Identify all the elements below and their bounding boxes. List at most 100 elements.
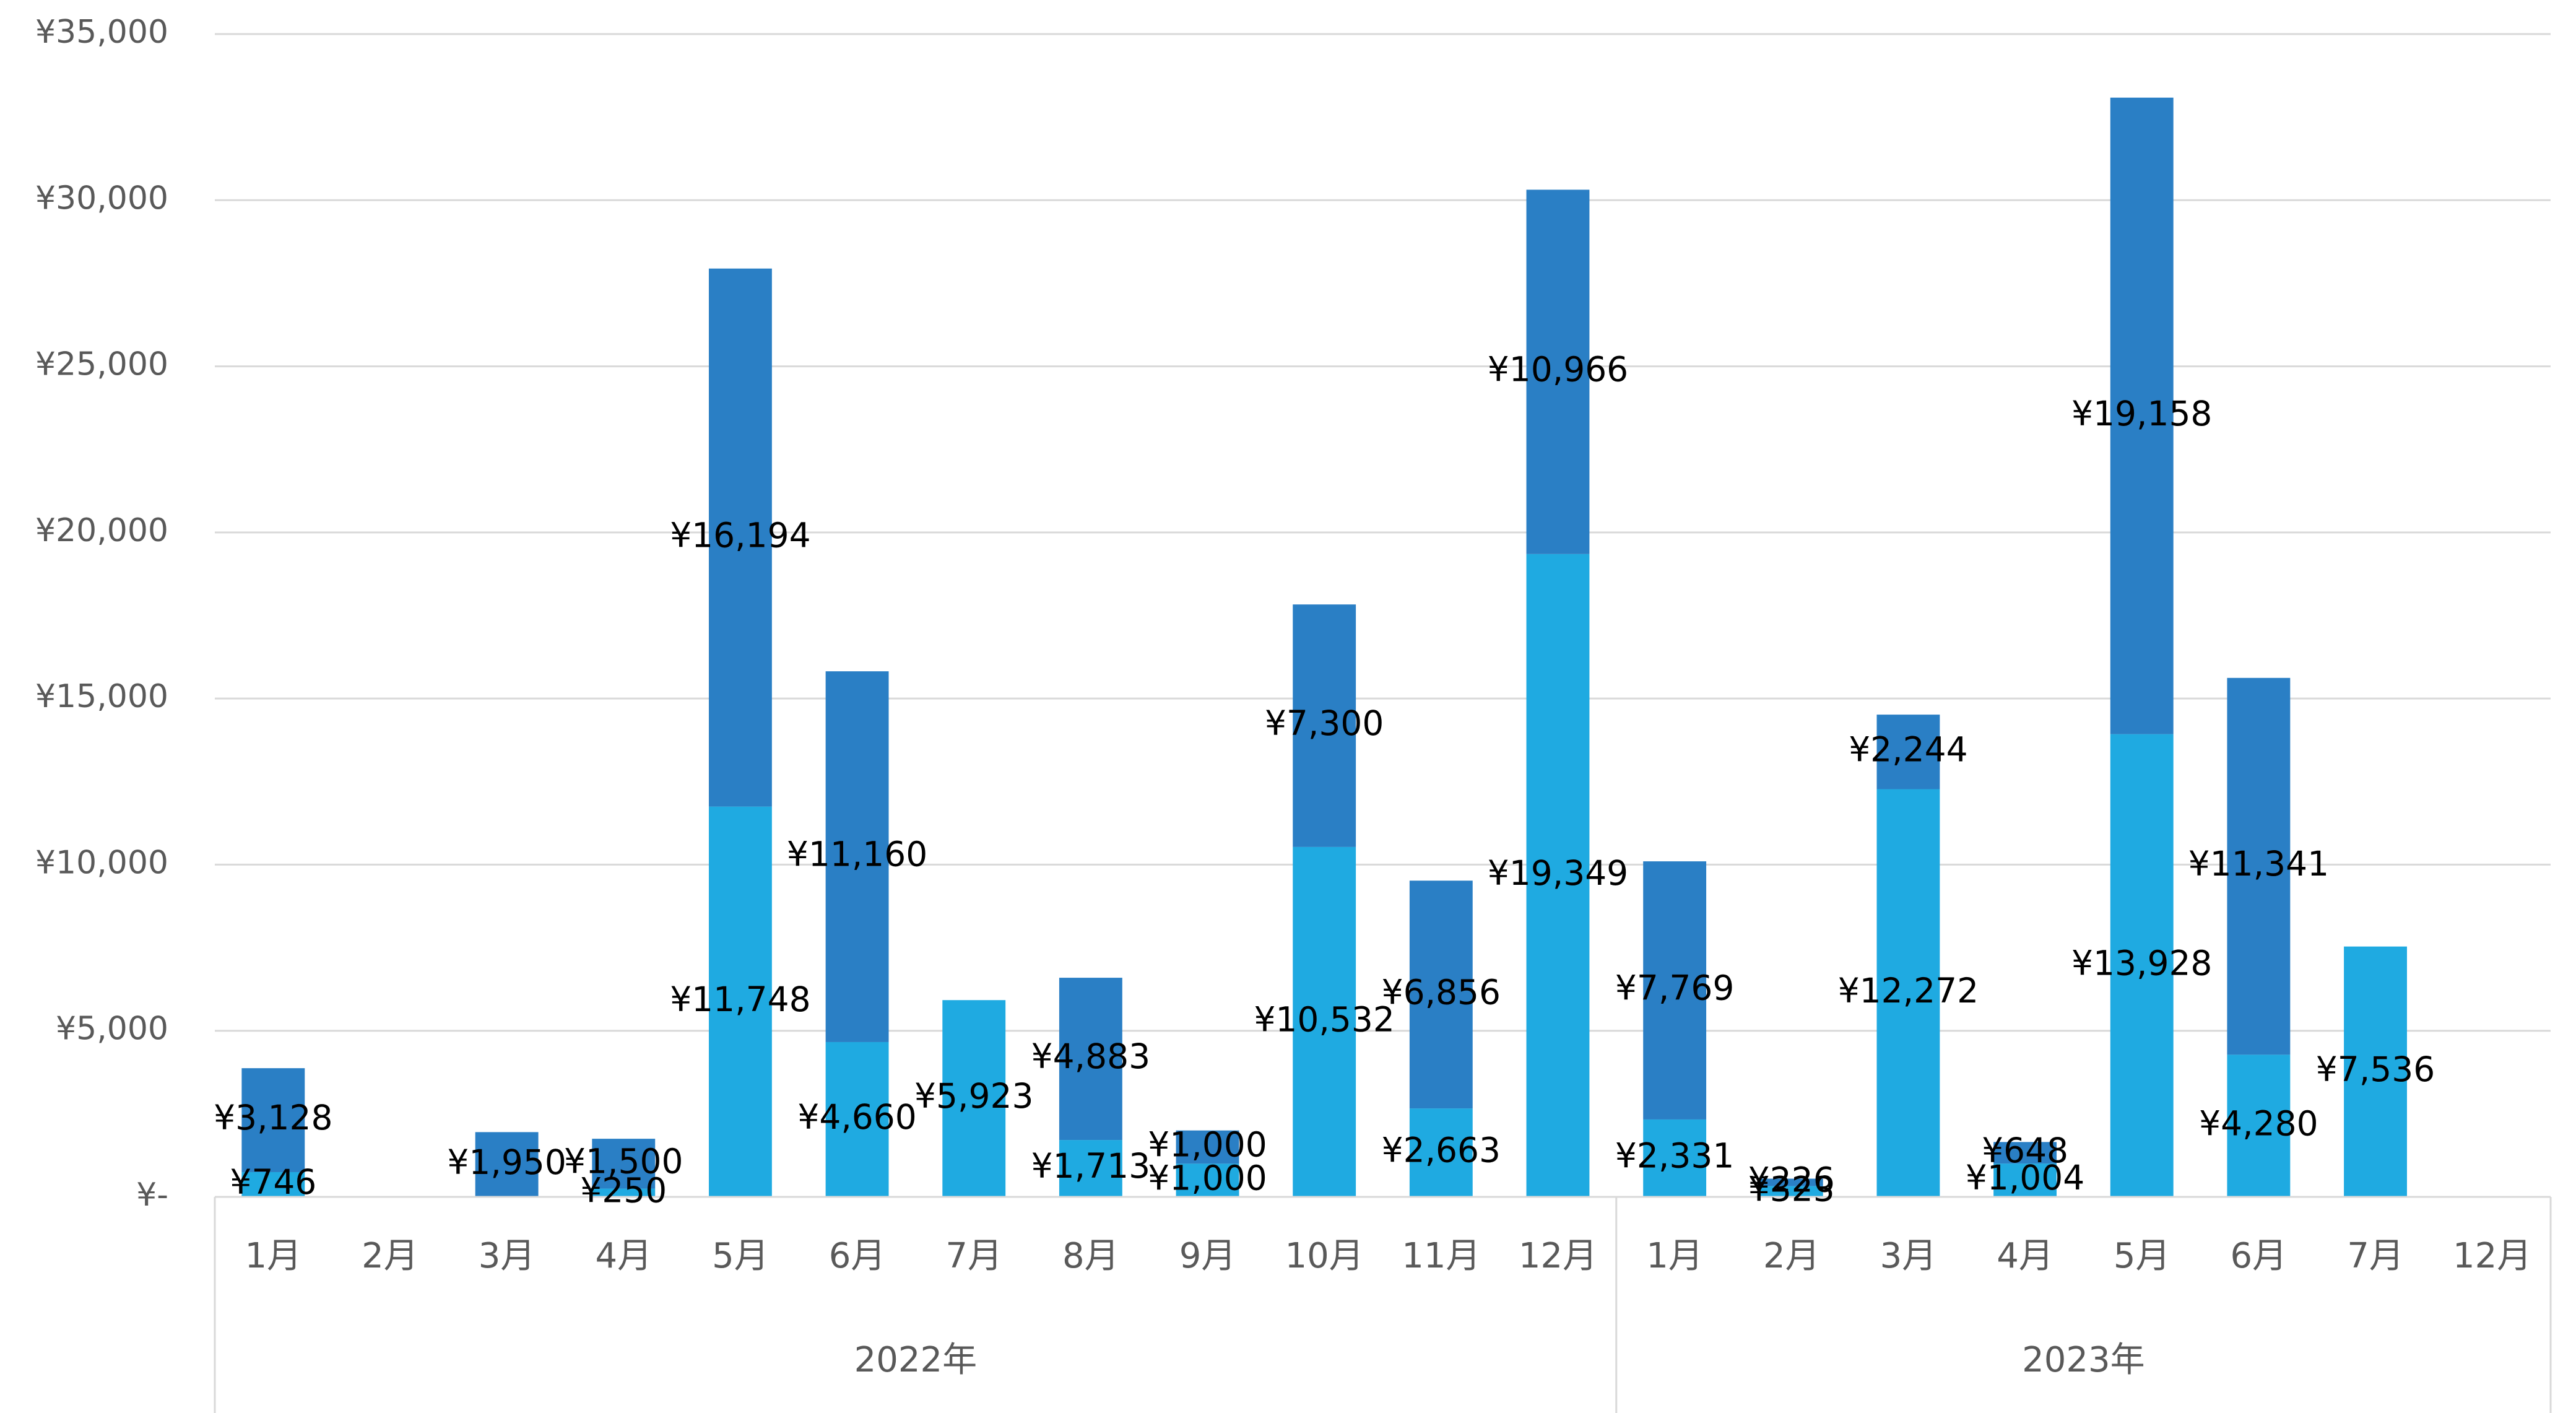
data-label: ¥648	[1982, 1131, 2068, 1170]
x-tick-label: 3月	[1880, 1236, 1937, 1276]
y-tick-label: ¥25,000	[35, 346, 168, 383]
bar-segment	[942, 1000, 1006, 1197]
data-label: ¥1,500	[564, 1141, 683, 1181]
data-label: ¥11,341	[2188, 844, 2329, 884]
data-label: ¥19,158	[2071, 394, 2212, 433]
bar-segment	[1876, 715, 1940, 789]
x-tick-label: 12月	[1519, 1236, 1597, 1276]
y-tick-label: ¥-	[136, 1176, 168, 1214]
bar-segment	[2227, 677, 2291, 1055]
data-label: ¥1,004	[1966, 1158, 2084, 1198]
bars	[241, 97, 2407, 1197]
bar-segment	[825, 1041, 889, 1197]
bar-segment	[2110, 97, 2174, 734]
x-tick-label: 12月	[2453, 1236, 2531, 1276]
bar-segment	[2227, 1054, 2291, 1197]
data-label: ¥6,856	[1382, 972, 1501, 1012]
bar-segment	[1059, 978, 1122, 1141]
bar-segment	[1993, 1142, 2057, 1164]
bar-segment	[1643, 1119, 1707, 1197]
bar-segment	[241, 1172, 305, 1197]
x-tick-label: 1月	[245, 1236, 302, 1276]
data-label: ¥746	[230, 1162, 316, 1202]
x-tick-label: 9月	[1179, 1236, 1236, 1276]
data-label: ¥2,663	[1382, 1131, 1501, 1170]
data-label: ¥16,194	[670, 515, 810, 555]
data-label: ¥1,950	[447, 1142, 566, 1182]
bar-segment	[1643, 861, 1707, 1120]
x-tick-label: 1月	[1646, 1236, 1703, 1276]
data-label: ¥4,280	[2199, 1103, 2318, 1143]
data-label: ¥1,000	[1148, 1158, 1267, 1198]
bar-segment	[2344, 946, 2407, 1197]
x-group-label: 2022年	[854, 1340, 978, 1380]
bar-segment	[1409, 880, 1473, 1109]
data-label: ¥13,928	[2071, 943, 2212, 983]
data-label: ¥2,244	[1849, 729, 1967, 769]
y-tick-label: ¥20,000	[35, 512, 168, 549]
data-label: ¥1,713	[1031, 1146, 1150, 1186]
data-label: ¥4,660	[797, 1097, 916, 1137]
x-tick-label: 4月	[595, 1236, 652, 1276]
bar-segment	[1526, 554, 1590, 1197]
data-label: ¥7,300	[1265, 703, 1384, 743]
data-label: ¥10,532	[1254, 1000, 1394, 1040]
x-tick-label: 6月	[829, 1236, 886, 1276]
y-axis-ticks: ¥- ¥5,000 ¥10,000 ¥15,000 ¥20,000 ¥25,000 ¥30,…	[35, 14, 168, 1214]
bar-segment	[1176, 1163, 1239, 1197]
y-tick-label: ¥10,000	[35, 844, 168, 881]
data-label: ¥5,923	[914, 1076, 1033, 1116]
x-axis	[214, 1196, 2552, 1413]
data-labels: ¥746 ¥250¥11,748¥4,660¥5,923¥1,713¥1,000¥…	[214, 350, 2435, 1211]
data-label: ¥4,883	[1031, 1037, 1150, 1076]
data-label: ¥323	[1748, 1169, 1835, 1209]
data-label: ¥11,748	[670, 980, 810, 1019]
bar-segment	[592, 1139, 656, 1189]
x-tick-label: 3月	[479, 1236, 536, 1276]
data-label: ¥7,536	[2316, 1050, 2435, 1089]
data-label: ¥10,966	[1488, 350, 1628, 389]
bar-segment	[708, 268, 772, 807]
bar-segment	[475, 1132, 539, 1197]
x-tick-label: 8月	[1062, 1236, 1119, 1276]
y-tick-label: ¥35,000	[35, 14, 168, 51]
bar-segment	[241, 1068, 305, 1172]
data-label: ¥2,331	[1615, 1136, 1734, 1176]
bar-segment	[1409, 1108, 1473, 1197]
data-label: ¥3,128	[214, 1098, 332, 1137]
y-tick-label: ¥30,000	[35, 180, 168, 217]
data-label: ¥19,349	[1488, 853, 1628, 893]
x-tick-label: 11月	[1402, 1236, 1480, 1276]
data-label: ¥250	[580, 1170, 667, 1210]
bar-segment	[1059, 1140, 1122, 1197]
x-tick-label: 2月	[1763, 1236, 1820, 1276]
bar-segment	[1993, 1163, 2057, 1197]
x-axis-ticks: 1月 2月 3月 4月 5月 6月 7月 8月 9月 10月 11月 12月 1月 2月 3月 4月 5月 6月 7…	[245, 1236, 2532, 1380]
x-tick-label: 7月	[2347, 1236, 2404, 1276]
bar-segment	[592, 1188, 656, 1197]
bar-segment	[1876, 789, 1940, 1197]
bar-segment	[708, 806, 772, 1197]
bar-segment	[1293, 846, 1356, 1197]
y-tick-label: ¥15,000	[35, 678, 168, 715]
bar-segment	[2110, 734, 2174, 1197]
bar-segment	[1176, 1130, 1239, 1164]
data-label: ¥1,000	[1148, 1125, 1267, 1165]
data-label: ¥7,769	[1615, 968, 1734, 1008]
x-tick-label: 4月	[1997, 1236, 2053, 1276]
bar-segment	[1526, 189, 1590, 554]
bar-segment	[825, 671, 889, 1042]
bar-segment	[1759, 1186, 1823, 1197]
x-tick-label: 5月	[712, 1236, 769, 1276]
x-tick-label: 5月	[2114, 1236, 2171, 1276]
gridlines	[215, 33, 2551, 1032]
data-label: ¥226	[1748, 1160, 1835, 1200]
x-tick-label: 10月	[1285, 1236, 1364, 1276]
y-tick-label: ¥5,000	[56, 1011, 168, 1048]
data-label: ¥11,160	[787, 835, 927, 874]
bar-segment	[1293, 604, 1356, 847]
bar-segment	[1759, 1178, 1823, 1186]
x-tick-label: 2月	[362, 1236, 418, 1276]
x-group-label: 2023年	[2022, 1340, 2145, 1380]
